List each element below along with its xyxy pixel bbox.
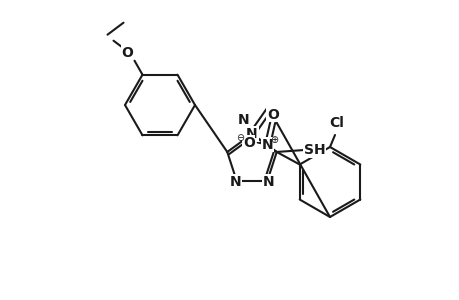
Text: N: N xyxy=(246,127,257,141)
Text: Cl: Cl xyxy=(329,116,344,130)
Text: ⊕: ⊕ xyxy=(269,134,277,145)
Text: ⊖: ⊖ xyxy=(235,133,243,142)
Text: O: O xyxy=(266,107,278,122)
Text: SH: SH xyxy=(303,143,325,157)
Text: O: O xyxy=(242,136,254,149)
Text: N: N xyxy=(262,175,274,189)
Text: N: N xyxy=(261,137,273,152)
Text: N: N xyxy=(230,175,241,189)
Text: O: O xyxy=(121,46,133,60)
Text: N: N xyxy=(238,113,249,127)
